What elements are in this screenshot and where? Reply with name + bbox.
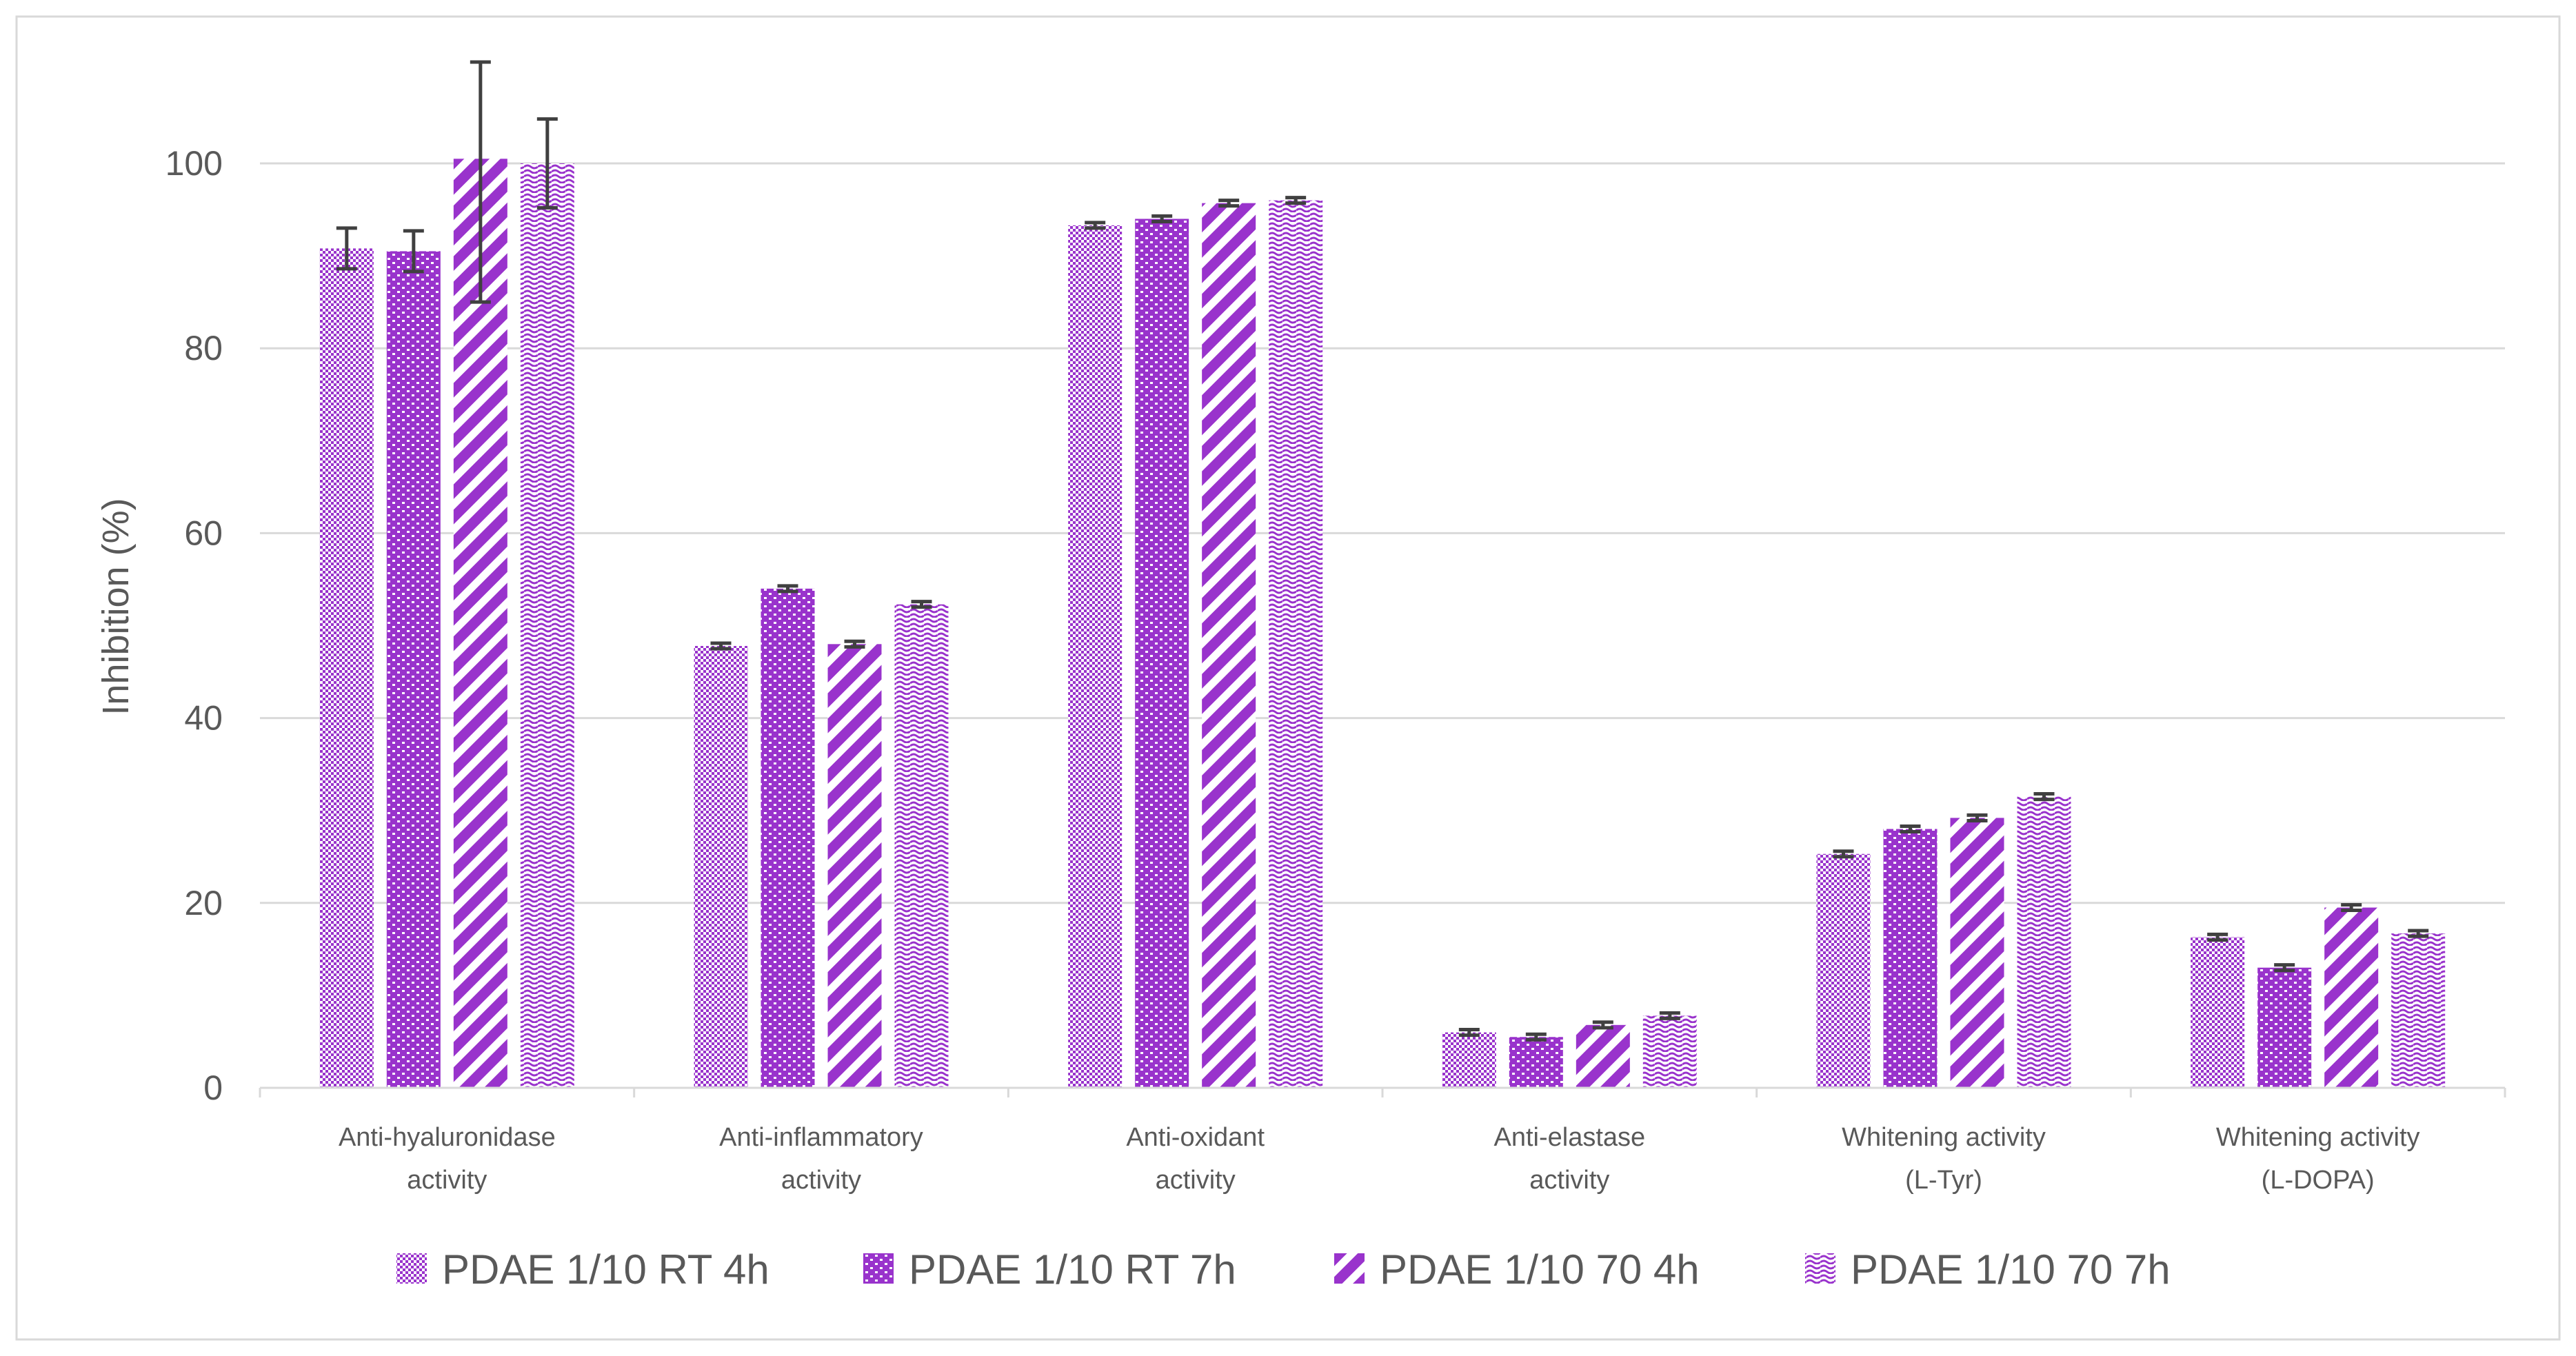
gridlines xyxy=(260,162,2505,904)
bar xyxy=(520,163,574,1088)
y-tick-label: 40 xyxy=(184,699,223,738)
legend-swatch xyxy=(863,1253,894,1284)
legend-swatch xyxy=(1805,1253,1835,1284)
legend-label: PDAE 1/10 RT 7h xyxy=(909,1246,1236,1293)
bar xyxy=(1883,829,1938,1088)
x-tick-label: Anti-inflammatory activity xyxy=(719,1123,923,1195)
x-tick-label: Whitening activity (L-DOPA) xyxy=(2216,1123,2420,1195)
legend-swatch xyxy=(1334,1253,1365,1284)
axes: 0 20 40 60 80 100 Anti-hyaluronidase activity An… xyxy=(165,144,2506,1195)
bar xyxy=(319,248,374,1088)
bar xyxy=(1442,1032,1496,1088)
bar xyxy=(2191,937,2245,1088)
bar xyxy=(1068,225,1123,1089)
bar xyxy=(1950,818,2004,1088)
legend-label: PDAE 1/10 70 4h xyxy=(1380,1246,1700,1293)
y-tick-label: 80 xyxy=(184,329,223,367)
x-tick-label: Anti-elastase activity xyxy=(1493,1123,1645,1195)
bar xyxy=(1135,219,1189,1089)
legend-swatch xyxy=(396,1253,427,1284)
bar xyxy=(694,646,748,1088)
bar xyxy=(1576,1024,1630,1088)
y-axis-label: Inhibition (%) xyxy=(95,498,137,715)
bar xyxy=(2391,933,2446,1088)
bar xyxy=(894,604,949,1088)
bar xyxy=(1509,1037,1563,1088)
bar xyxy=(761,588,815,1088)
bar xyxy=(1202,203,1256,1089)
x-tick-label: Anti-hyaluronidase activity xyxy=(339,1123,556,1195)
legend: PDAE 1/10 RT 4h PDAE 1/10 RT 7h PDAE 1/10 … xyxy=(396,1246,2171,1293)
bar xyxy=(827,644,882,1088)
bar xyxy=(386,251,441,1088)
bars xyxy=(319,159,2446,1089)
bar xyxy=(2257,967,2312,1088)
y-tick-label: 60 xyxy=(184,514,223,552)
legend-label: PDAE 1/10 70 7h xyxy=(1851,1246,2171,1293)
y-tick-label: 100 xyxy=(165,144,223,183)
error-bars xyxy=(336,60,2429,1042)
bar xyxy=(1642,1015,1697,1088)
legend-label: PDAE 1/10 RT 4h xyxy=(442,1246,769,1293)
bar xyxy=(2017,796,2071,1088)
y-tick-label: 0 xyxy=(203,1069,223,1107)
y-tick-label: 20 xyxy=(184,884,223,922)
bar xyxy=(2324,907,2379,1088)
bar xyxy=(453,159,507,1088)
x-tick-label: Anti-oxidant activity xyxy=(1126,1123,1265,1195)
bar xyxy=(1816,853,1871,1088)
bar xyxy=(1269,200,1323,1088)
x-tick-label: Whitening activity (L-Tyr) xyxy=(1842,1123,2046,1195)
